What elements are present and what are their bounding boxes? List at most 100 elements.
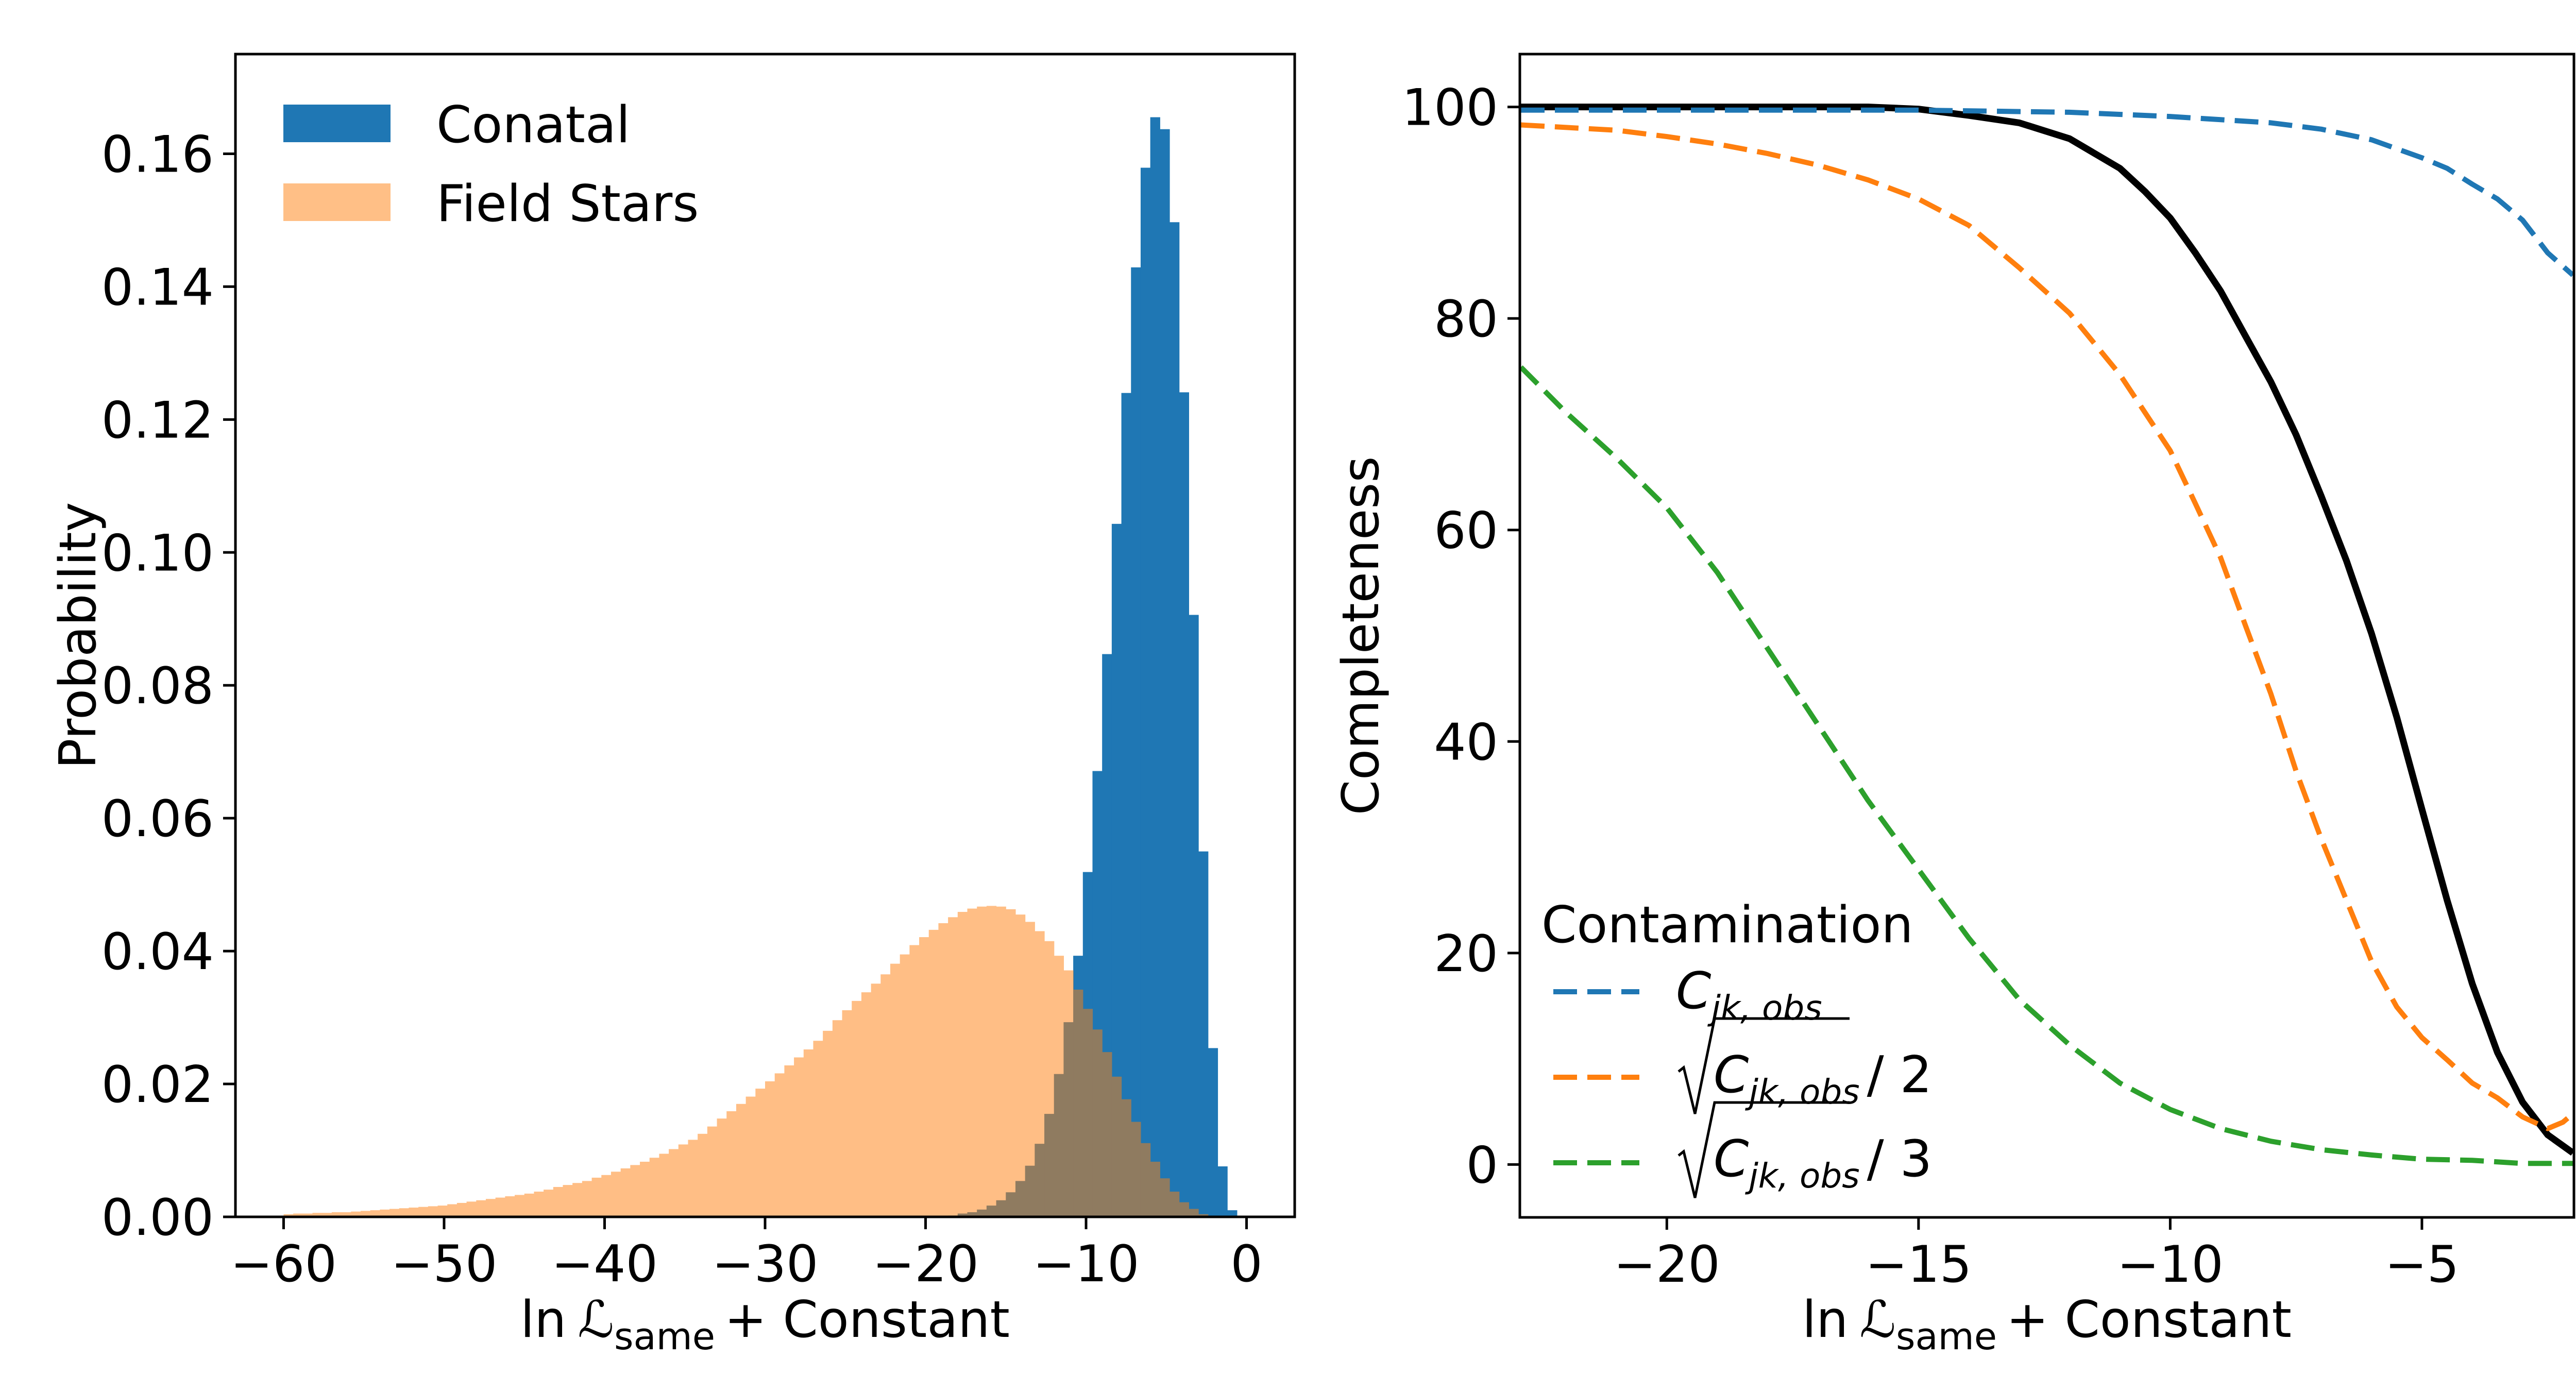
histogram-bar — [1063, 970, 1074, 1217]
histogram-bar — [948, 917, 958, 1217]
histogram-bar — [563, 1185, 573, 1217]
histogram-bar — [774, 1073, 785, 1217]
legend-swatch — [283, 105, 391, 142]
x-tick-label: −50 — [391, 1235, 498, 1294]
x-tick-label: −20 — [872, 1235, 979, 1294]
x-tick-label: −10 — [2117, 1235, 2224, 1294]
histogram-bar — [745, 1096, 756, 1217]
histogram-bar — [572, 1183, 583, 1217]
histogram-bar — [678, 1144, 689, 1217]
histogram-bar — [1082, 1009, 1093, 1217]
y-tick-label: 0.02 — [101, 1056, 214, 1114]
histogram-bar — [909, 945, 920, 1217]
histogram-bar — [515, 1195, 525, 1217]
y-tick-label: 0.10 — [101, 524, 214, 583]
plot-frame — [234, 53, 1296, 1218]
xlabel-script-l: ℒ — [578, 1291, 614, 1349]
y-tick-label: 0.00 — [101, 1189, 214, 1247]
histogram-bar — [428, 1206, 438, 1217]
xlabel-rest: + Constant — [724, 1291, 1010, 1349]
histogram-bar — [1102, 1052, 1112, 1217]
histogram-bar — [418, 1207, 429, 1217]
legend-swatch — [283, 183, 391, 221]
legend-symbol: C — [1676, 962, 1711, 1021]
histogram-bar — [698, 1133, 708, 1217]
histogram-bar — [688, 1140, 698, 1217]
legend-subscript: jk, obs — [1744, 1072, 1859, 1112]
histogram-bar — [1198, 1214, 1209, 1217]
histogram-bar — [755, 1089, 766, 1217]
completeness-panel: −20 −15 −10 −5 0 20 40 60 80 100 Contamination Cjk,… — [1332, 53, 2575, 1358]
histogram-bar — [1140, 1143, 1151, 1217]
histogram-bar — [1006, 909, 1016, 1217]
y-tick-label: 60 — [1434, 502, 1498, 561]
histogram-bar — [890, 963, 901, 1217]
histogram-bar — [293, 1213, 303, 1217]
histogram-bar — [553, 1186, 564, 1217]
histogram-bar — [1170, 222, 1180, 1217]
histogram-bar — [447, 1204, 457, 1217]
histogram-bar — [1073, 989, 1083, 1217]
histogram-bar — [331, 1212, 342, 1217]
histogram-bar — [524, 1193, 535, 1217]
histogram-bar — [495, 1197, 505, 1217]
histogram-bar — [409, 1207, 419, 1217]
histogram-bar — [784, 1065, 794, 1217]
histogram-bar — [1044, 941, 1055, 1217]
y-tick-label: 0.06 — [101, 790, 214, 849]
histogram-bar — [1140, 167, 1151, 1217]
histogram-bar — [1160, 1178, 1170, 1217]
histogram-bar — [1170, 1191, 1180, 1217]
histogram-bar — [630, 1165, 640, 1217]
xlabel-subscript: same — [614, 1315, 715, 1358]
histogram-bar — [1121, 1099, 1131, 1217]
histogram-bar — [707, 1126, 718, 1217]
y-tick-label: 0.16 — [101, 125, 214, 184]
histogram-bar — [659, 1153, 669, 1217]
y-axis-label: Probability — [49, 502, 108, 769]
histogram-bar — [1160, 129, 1170, 1217]
histogram-bar — [611, 1172, 621, 1217]
histogram-bar — [967, 908, 977, 1217]
histogram-bar — [302, 1213, 313, 1217]
x-tick-label: −40 — [551, 1235, 658, 1294]
legend-label: Cjk, obs/ 2 — [1714, 1046, 1932, 1112]
histogram-bar — [977, 906, 987, 1217]
sqrt-radical-icon — [1677, 1101, 1850, 1198]
sqrt-radical-icon — [1677, 1017, 1850, 1114]
histogram-bar — [823, 1030, 833, 1217]
histogram-bar — [360, 1211, 371, 1217]
legend-label: Cjk, obs — [1676, 962, 1822, 1028]
xlabel-ln: ln — [520, 1291, 566, 1349]
histogram-bar — [399, 1208, 410, 1217]
histogram-bar — [852, 1000, 862, 1217]
histogram-bar — [1208, 1048, 1218, 1217]
histogram-bar — [832, 1020, 843, 1217]
histogram-bar — [717, 1118, 727, 1217]
y-tick-label: 100 — [1402, 79, 1498, 138]
histogram-bar — [456, 1202, 467, 1217]
histogram-bar — [765, 1081, 775, 1217]
histogram-panel: −60 −50 −40 −30 −20 −10 0 0.00 0.02 0.04 0.06 0.08 0… — [49, 53, 1296, 1358]
histogram-bar — [928, 929, 939, 1217]
histogram-bar — [601, 1175, 612, 1217]
histogram-bar — [544, 1190, 554, 1217]
histogram-bar — [534, 1191, 544, 1217]
histogram-bar — [582, 1181, 592, 1217]
y-tick-label: 0.14 — [101, 258, 214, 317]
y-tick-label: 20 — [1434, 925, 1498, 983]
legend-title: Contamination — [1541, 896, 1913, 955]
x-tick-label: −5 — [2385, 1235, 2459, 1294]
x-axis-label: ln ℒsame + Constant — [520, 1291, 1010, 1358]
line-completeness — [1521, 104, 2574, 1156]
x-tick-label: −60 — [230, 1235, 337, 1294]
x-tick-label: 0 — [1230, 1235, 1262, 1294]
xlabel-subscript: same — [1896, 1315, 1997, 1358]
line-c-jk-obs — [1521, 107, 2574, 277]
histogram-bar — [1035, 931, 1045, 1217]
x-tick-label: −10 — [1033, 1235, 1140, 1294]
histogram-bar — [1111, 1076, 1122, 1217]
line-sqrt-c-jk-obs-2 — [1520, 122, 2574, 1131]
